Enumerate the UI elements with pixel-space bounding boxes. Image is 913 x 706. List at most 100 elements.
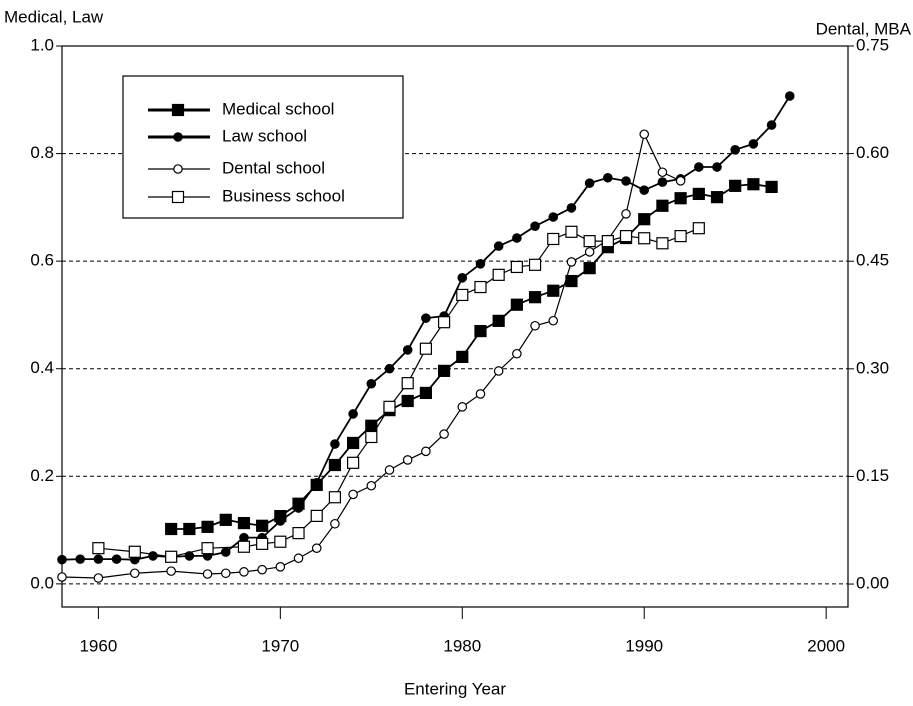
data-point — [621, 209, 631, 219]
data-point — [548, 212, 559, 222]
y-tick-label: 1.0 — [30, 35, 54, 54]
data-point — [547, 284, 560, 297]
data-point — [311, 543, 322, 553]
y-tick-label: 0.0 — [30, 573, 54, 592]
data-point — [384, 363, 395, 374]
data-point — [584, 178, 595, 188]
data-point — [712, 162, 722, 172]
data-point — [421, 313, 431, 323]
y2-axis-label: Dental, MBA — [816, 19, 912, 38]
data-point — [765, 180, 778, 194]
y2-tick-label: 0.15 — [856, 466, 889, 485]
data-point — [692, 187, 705, 201]
legend-label: Business school — [222, 186, 345, 205]
x-tick-label: 1970 — [261, 636, 299, 655]
data-point — [657, 177, 668, 187]
y2-tick-label: 0.60 — [856, 143, 889, 162]
data-point — [401, 377, 414, 390]
data-point — [638, 213, 651, 226]
y-tick-label: 0.2 — [30, 466, 54, 485]
data-point — [129, 568, 140, 579]
x-tick-label: 1990 — [625, 636, 663, 655]
data-point — [310, 509, 323, 522]
data-point — [475, 389, 486, 399]
data-point — [784, 91, 795, 101]
data-point — [293, 553, 304, 564]
data-point — [566, 203, 577, 213]
data-point — [275, 562, 286, 572]
data-point — [475, 259, 486, 269]
data-point — [565, 274, 578, 288]
data-point — [566, 257, 577, 267]
data-point — [692, 222, 705, 235]
data-point — [328, 491, 342, 504]
data-point — [656, 237, 669, 250]
data-point — [128, 545, 141, 558]
data-point — [510, 260, 523, 274]
data-point — [748, 139, 759, 149]
data-point — [656, 199, 669, 212]
data-point — [165, 522, 178, 536]
data-point — [347, 456, 360, 469]
data-point — [493, 366, 504, 376]
y2-tick-label: 0.45 — [856, 251, 889, 270]
legend-box — [122, 75, 404, 219]
data-point — [275, 516, 286, 526]
y-axis-label: Medical, Law — [4, 7, 104, 26]
data-point — [201, 542, 214, 555]
y2-tick-label: 0.30 — [856, 358, 889, 377]
data-point — [239, 567, 249, 577]
data-point — [675, 176, 686, 186]
data-point — [547, 232, 560, 246]
data-point — [419, 386, 432, 400]
data-point — [93, 573, 104, 583]
x-tick-label: 2000 — [807, 636, 845, 655]
data-point — [237, 516, 251, 530]
legend-marker — [171, 103, 185, 117]
data-point — [348, 409, 358, 419]
data-point — [257, 564, 267, 575]
data-point — [111, 554, 122, 564]
data-point — [239, 532, 249, 543]
data-point — [583, 235, 596, 248]
data-point — [184, 551, 195, 561]
data-point — [512, 233, 522, 243]
data-point — [402, 455, 413, 465]
data-point — [330, 518, 340, 529]
data-point — [439, 429, 449, 439]
legend-marker — [171, 190, 185, 204]
y2-tick-label: 0.75 — [856, 35, 889, 54]
data-point — [512, 348, 522, 359]
x-tick-label: 1960 — [79, 636, 117, 655]
data-point — [347, 436, 360, 450]
data-point — [492, 314, 505, 327]
data-point — [766, 120, 777, 130]
data-point — [565, 225, 578, 238]
data-point — [548, 315, 559, 326]
data-point — [57, 554, 67, 565]
data-point — [220, 568, 231, 579]
data-point — [474, 280, 487, 294]
data-point — [166, 566, 176, 576]
data-point — [348, 489, 358, 500]
data-point — [621, 176, 631, 186]
data-point — [93, 554, 104, 564]
data-point — [530, 320, 540, 331]
data-point — [148, 551, 158, 561]
data-point — [694, 162, 704, 172]
data-point — [293, 503, 304, 513]
data-point — [421, 446, 431, 457]
data-point — [419, 342, 432, 355]
data-point — [220, 547, 231, 557]
data-point — [493, 241, 504, 251]
data-point — [530, 221, 540, 231]
data-point — [366, 378, 377, 389]
data-point — [674, 192, 687, 205]
data-point — [456, 288, 469, 302]
y-tick-label: 0.8 — [30, 143, 54, 162]
data-point — [457, 273, 468, 283]
data-point — [383, 400, 396, 413]
legend-marker — [173, 132, 183, 142]
x-tick-label: 1980 — [443, 636, 481, 655]
